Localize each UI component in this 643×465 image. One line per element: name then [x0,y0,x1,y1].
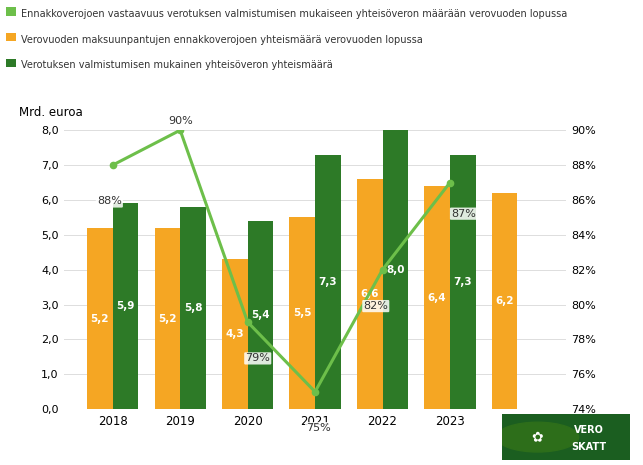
Bar [113,204,138,409]
Text: 4,3: 4,3 [226,329,244,339]
Text: Verovuoden maksuunpantujen ennakkoverojoen yhteismäärä verovuoden lopussa: Verovuoden maksuunpantujen ennakkoverojo… [21,35,423,45]
Bar [87,228,113,409]
Text: SKATT: SKATT [572,442,606,452]
Text: 87%: 87% [451,209,476,219]
Text: 88%: 88% [97,197,122,206]
Bar [222,259,248,409]
Bar [315,155,341,409]
Text: 79%: 79% [245,353,270,364]
Text: VERO: VERO [574,425,604,435]
Text: 7,3: 7,3 [318,277,337,287]
Text: 82%: 82% [363,301,388,311]
Text: 7,3: 7,3 [453,277,472,287]
Text: 5,4: 5,4 [251,310,270,320]
Text: 5,8: 5,8 [184,303,203,313]
Text: 5,2: 5,2 [91,313,109,324]
Text: 8,0: 8,0 [386,265,404,275]
Text: 5,5: 5,5 [293,308,311,319]
Text: 6,2: 6,2 [495,296,514,306]
Bar [248,221,273,409]
Bar [450,155,476,409]
Text: 5,9: 5,9 [116,301,135,312]
Text: Ennakkoverojoen vastaavuus verotuksen valmistumisen mukaiseen yhteisöveron määrä: Ennakkoverojoen vastaavuus verotuksen va… [21,9,568,20]
Text: 75%: 75% [306,423,331,433]
Text: ✿: ✿ [532,430,543,444]
Text: 90%: 90% [168,116,192,126]
Text: Mrd. euroa: Mrd. euroa [19,106,83,119]
Text: 6,6: 6,6 [361,289,379,299]
Bar [154,228,180,409]
Bar [383,130,408,409]
Text: Verotuksen valmistumisen mukainen yhteisöveron yhteismäärä: Verotuksen valmistumisen mukainen yhteis… [21,60,333,71]
Bar [424,186,450,409]
Bar [289,218,315,409]
Text: 6,4: 6,4 [428,292,446,303]
Text: 5,2: 5,2 [158,313,177,324]
Bar [180,207,206,409]
Bar [492,193,518,409]
Circle shape [496,422,579,452]
Bar [357,179,383,409]
